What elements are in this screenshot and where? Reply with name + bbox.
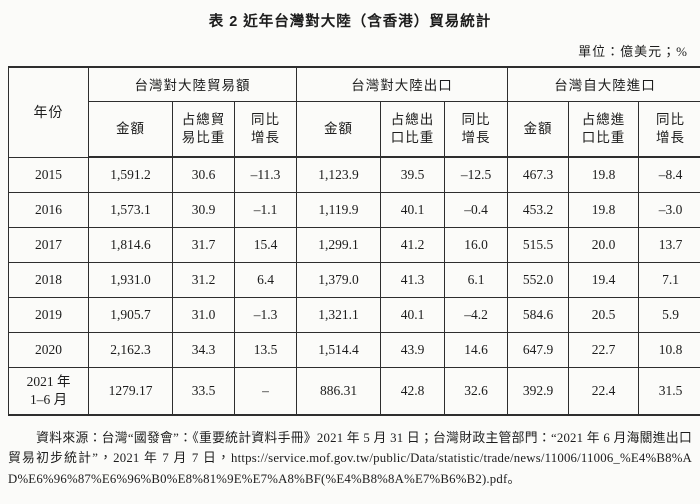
value-cell: 6.4: [233, 261, 298, 298]
year-cell: 2018: [8, 261, 89, 298]
value-cell: –4.2: [444, 296, 509, 333]
value-cell: 1,321.1: [296, 296, 382, 333]
year-column-header: 年份: [8, 66, 89, 158]
subheader-amount: 金額: [88, 100, 173, 158]
value-cell: 19.8: [568, 156, 640, 193]
value-cell: 32.6: [444, 366, 509, 416]
value-cell: 19.4: [568, 261, 640, 298]
value-cell: 40.1: [380, 191, 446, 228]
header-group-row: 年份 台灣對大陸貿易額 台灣對大陸出口 台灣自大陸進口: [8, 66, 700, 158]
value-cell: –: [233, 366, 298, 416]
value-cell: 31.7: [172, 226, 235, 263]
value-cell: 1,573.1: [88, 191, 173, 228]
table-row: 2019 1,905.7 31.0 –1.3 1,321.1 40.1 –4.2 584.6 2…: [8, 296, 700, 333]
value-cell: 467.3: [507, 156, 570, 193]
value-cell: 647.9: [507, 331, 570, 368]
value-cell: 6.1: [444, 261, 509, 298]
value-cell: 10.8: [638, 331, 700, 368]
value-cell: 42.8: [380, 366, 446, 416]
value-cell: 1,591.2: [88, 156, 173, 193]
value-cell: 1,119.9: [296, 191, 382, 228]
value-cell: 15.4: [233, 226, 298, 263]
header-sub-row: 金額 占總貿 易比重 同比 增長 金額 占總出 口比重 同比 增長 金額 占總進…: [9, 100, 700, 158]
value-cell: 1,299.1: [296, 226, 382, 263]
value-cell: 584.6: [507, 296, 570, 333]
group-header-exports: 台灣對大陸出口: [296, 66, 509, 102]
value-cell: 13.5: [233, 331, 298, 368]
value-cell: –1.1: [233, 191, 298, 228]
table-header: 年份 台灣對大陸貿易額 台灣對大陸出口 台灣自大陸進口 金額 占總貿 易比重 同…: [8, 66, 700, 158]
value-cell: 1,931.0: [88, 261, 173, 298]
value-cell: 30.9: [172, 191, 235, 228]
year-cell: 2017: [8, 226, 89, 263]
value-cell: –1.3: [233, 296, 298, 333]
value-cell: 1,905.7: [88, 296, 173, 333]
value-cell: 22.7: [568, 331, 640, 368]
subheader-share-of-imports: 占總進 口比重: [568, 100, 640, 158]
value-cell: 1,379.0: [296, 261, 382, 298]
year-cell: 2020: [8, 331, 89, 368]
year-cell: 2019: [8, 296, 89, 333]
subheader-yoy-growth: 同比 增長: [233, 100, 298, 158]
value-cell: 20.5: [568, 296, 640, 333]
value-cell: 13.7: [638, 226, 700, 263]
value-cell: 16.0: [444, 226, 509, 263]
value-cell: 43.9: [380, 331, 446, 368]
subheader-share-of-total-trade: 占總貿 易比重: [172, 100, 235, 158]
value-cell: –3.0: [638, 191, 700, 228]
value-cell: 515.5: [507, 226, 570, 263]
subheader-amount: 金額: [507, 100, 570, 158]
value-cell: 2,162.3: [88, 331, 173, 368]
source-note: 資料來源：台灣“國發會”：《重要統計資料手冊》2021 年 5 月 31 日；台…: [8, 431, 692, 486]
subheader-amount: 金額: [296, 100, 382, 158]
value-cell: 31.5: [638, 366, 700, 416]
table-title: 表 2 近年台灣對大陸（含香港）貿易統計: [208, 14, 492, 30]
value-cell: 41.2: [380, 226, 446, 263]
value-cell: 886.31: [296, 366, 382, 416]
value-cell: 34.3: [172, 331, 235, 368]
value-cell: 14.6: [444, 331, 509, 368]
value-cell: 30.6: [172, 156, 235, 193]
value-cell: 20.0: [568, 226, 640, 263]
subheader-share-of-exports: 占總出 口比重: [380, 100, 446, 158]
unit-note: 單位：億美元；%: [578, 44, 688, 59]
value-cell: 1279.17: [88, 366, 173, 416]
year-cell: 2016: [8, 191, 89, 228]
table-body: 2015 1,591.2 30.6 –11.3 1,123.9 39.5 –12.5 467.…: [8, 156, 700, 416]
year-cell: 2021 年 1–6 月: [8, 366, 89, 416]
value-cell: 1,123.9: [296, 156, 382, 193]
value-cell: 41.3: [380, 261, 446, 298]
value-cell: 453.2: [507, 191, 570, 228]
value-cell: 1,814.6: [88, 226, 173, 263]
value-cell: –12.5: [444, 156, 509, 193]
value-cell: 31.0: [172, 296, 235, 333]
table-row: 2021 年 1–6 月 1279.17 33.5–886.31 42.8 32.6 39…: [8, 366, 700, 416]
value-cell: 40.1: [380, 296, 446, 333]
value-cell: –11.3: [233, 156, 298, 193]
value-cell: 5.9: [638, 296, 700, 333]
table-row: 2015 1,591.2 30.6 –11.3 1,123.9 39.5 –12.5 467.…: [8, 156, 700, 193]
trade-statistics-table: 年份 台灣對大陸貿易額 台灣對大陸出口 台灣自大陸進口 金額 占總貿 易比重 同…: [8, 66, 700, 416]
group-header-imports: 台灣自大陸進口: [507, 66, 700, 102]
value-cell: 19.8: [568, 191, 640, 228]
group-header-trade-volume: 台灣對大陸貿易額: [87, 66, 298, 102]
table-row: 2017 1,814.6 31.7 15.4 1,299.1 41.2 16.0 515.5 2…: [8, 226, 700, 263]
table-row: 2016 1,573.1 30.9 –1.1 1,119.9 40.1 –0.4 453.2 1…: [8, 191, 700, 228]
value-cell: 39.5: [380, 156, 446, 193]
value-cell: 33.5: [172, 366, 235, 416]
value-cell: 7.1: [638, 261, 700, 298]
year-cell: 2015: [8, 156, 89, 193]
table-row: 2018 1,931.0 31.2 6.4 1,379.0 41.3 6.1 552.0 19.…: [8, 261, 700, 298]
value-cell: 31.2: [172, 261, 235, 298]
value-cell: 392.9: [507, 366, 570, 416]
table-row: 2020 2,162.3 34.3 13.5 1,514.4 43.9 14.6 647.9 2…: [8, 331, 700, 368]
subheader-yoy-growth: 同比 增長: [444, 100, 509, 158]
subheader-yoy-growth: 同比 增長: [638, 100, 700, 158]
value-cell: –8.4: [638, 156, 700, 193]
value-cell: 22.4: [568, 366, 640, 416]
value-cell: 552.0: [507, 261, 570, 298]
value-cell: –0.4: [444, 191, 509, 228]
value-cell: 1,514.4: [296, 331, 382, 368]
